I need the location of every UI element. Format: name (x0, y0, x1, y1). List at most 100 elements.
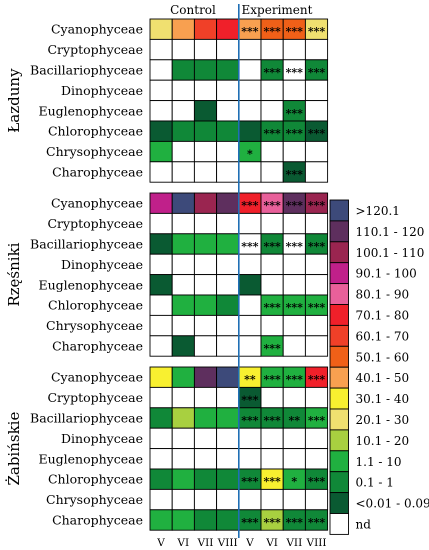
heatmap-cell (260, 212, 284, 235)
heatmap-cell (238, 100, 262, 122)
heatmap-cell (149, 407, 173, 429)
heatmap-cell (238, 161, 262, 183)
legend-swatch (329, 387, 349, 410)
heatmap-cell (193, 233, 218, 255)
heatmap-cell (304, 427, 329, 450)
legend-label: 80.1 - 90 (356, 288, 410, 302)
heatmap-cell (238, 427, 262, 450)
legend-swatch (329, 450, 349, 473)
row-label: Charophyceae (52, 513, 143, 528)
panel-label: Rzęśniki (5, 242, 23, 306)
heatmap-cell (282, 448, 306, 470)
legend-swatch (329, 283, 349, 305)
heatmap-cell (282, 38, 306, 61)
heatmap-cell (193, 212, 218, 235)
heatmap-cell (304, 100, 329, 122)
x-tick-label: VII (285, 537, 302, 549)
heatmap-cell (171, 161, 195, 183)
heatmap-cell (282, 335, 306, 357)
legend-label: 40.1 - 50 (356, 371, 410, 385)
heatmap-cell (216, 509, 240, 531)
legend-swatch (329, 304, 349, 326)
heatmap-cell (238, 212, 262, 235)
heatmap-cell (149, 192, 173, 214)
legend-label: 110.1 - 120 (356, 225, 425, 239)
heatmap-cell (193, 100, 218, 122)
legend-swatch (329, 513, 349, 535)
significance-mark: *** (308, 25, 326, 38)
header-experiment: Experiment (242, 3, 313, 17)
heatmap-cell (171, 253, 195, 276)
heatmap-cell (304, 448, 329, 470)
heatmap-cell (260, 314, 284, 337)
row-label: Cryptophyceae (47, 216, 143, 231)
legend-label: 1.1 - 10 (356, 455, 402, 469)
row-label: Charophyceae (52, 339, 143, 354)
heatmap-cell (238, 79, 262, 102)
significance-mark: *** (308, 516, 326, 529)
significance-mark: *** (308, 414, 326, 427)
heatmap-cell (238, 253, 262, 276)
row-label: Cyanophyceae (51, 370, 143, 385)
legend-label: 60.1 - 70 (356, 329, 410, 343)
heatmap-cell (216, 468, 240, 490)
heatmap-cell (260, 274, 284, 296)
heatmap-cell (216, 212, 240, 235)
heatmap-cell (282, 386, 306, 409)
significance-mark: *** (286, 25, 304, 38)
significance-mark: *** (241, 199, 259, 212)
heatmap-cell (171, 100, 195, 122)
legend-swatch (329, 324, 349, 347)
legend-swatch (329, 241, 349, 264)
heatmap-cell (216, 79, 240, 102)
heatmap-cell (282, 140, 306, 163)
heatmap-cell (216, 427, 240, 450)
heatmap-cell (304, 314, 329, 337)
significance-mark: * (291, 475, 297, 488)
heatmap-cell (149, 294, 173, 316)
heatmap-cell (216, 253, 240, 276)
x-tick-label: VIII (217, 537, 238, 549)
heatmap-cell (216, 488, 240, 511)
significance-mark: *** (263, 127, 281, 140)
heatmap-cell (193, 18, 218, 40)
heatmap-cell (216, 407, 240, 429)
significance-mark: *** (308, 199, 326, 212)
row-label: Dinophyceae (61, 257, 143, 272)
legend-label: 10.1 - 20 (356, 434, 410, 448)
heatmap-cell (193, 59, 218, 81)
heatmap-cell (193, 253, 218, 276)
header-control: Control (170, 3, 216, 17)
significance-mark: *** (241, 394, 259, 407)
heatmap-cell (260, 161, 284, 183)
row-label: Dinophyceae (61, 83, 143, 98)
legend-swatch (329, 492, 349, 514)
heatmap-cell (282, 79, 306, 102)
heatmap-cell (282, 427, 306, 450)
heatmap-cell (304, 386, 329, 409)
significance-mark: *** (241, 475, 259, 488)
significance-mark: *** (286, 127, 304, 140)
heatmap-cell (193, 407, 218, 429)
heatmap-cell (193, 161, 218, 183)
heatmap-cell (193, 448, 218, 470)
heatmap-cell (216, 294, 240, 316)
heatmap-cell (304, 488, 329, 511)
heatmap-cell (216, 100, 240, 122)
heatmap-cell (304, 79, 329, 102)
x-tick-label: VI (265, 537, 278, 549)
heatmap-cell (149, 38, 173, 61)
heatmap-cell (216, 314, 240, 337)
heatmap-cell (238, 59, 262, 81)
heatmap-cell (149, 100, 173, 122)
significance-mark: *** (308, 475, 326, 488)
legend-label: 50.1 - 60 (356, 350, 410, 364)
heatmap-cell (171, 335, 195, 357)
row-label: Bacillariophyceae (30, 237, 143, 252)
heatmap-cell (149, 366, 173, 388)
heatmap-cell (171, 468, 195, 490)
heatmap-cell (171, 38, 195, 61)
heatmap-cell (171, 18, 195, 40)
legend-swatch (329, 471, 349, 494)
